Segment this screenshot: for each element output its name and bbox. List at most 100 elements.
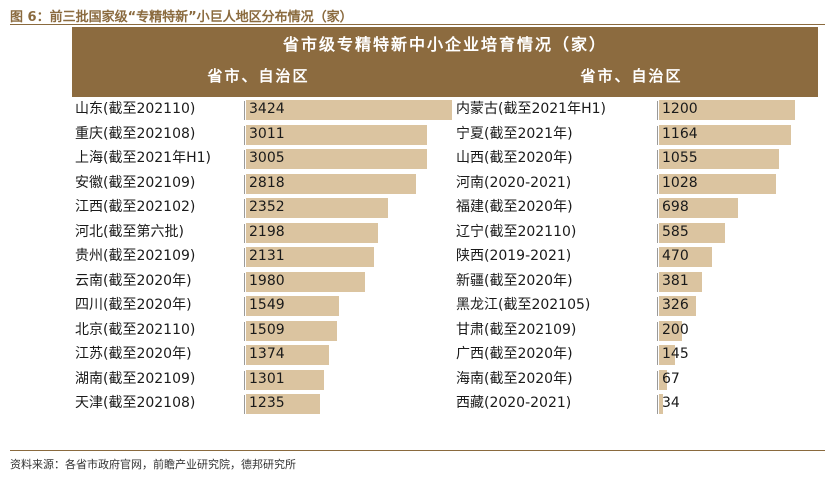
region-label: 河南(2020-2021) [456, 174, 572, 191]
region-label: 上海(截至2021年H1) [75, 150, 211, 166]
left-column-header: 省市、自治区 [207, 67, 310, 85]
column-divider [657, 272, 658, 292]
table-row: 海南(截至2020年) 67 [445, 368, 818, 391]
table-row: 宁夏(截至2021年) 1164 [445, 123, 818, 146]
column-divider [657, 199, 658, 218]
value-bar [246, 247, 374, 267]
column-divider [657, 346, 658, 365]
column-divider [657, 395, 658, 414]
column-divider [657, 370, 658, 390]
value-bar [246, 198, 388, 218]
region-label: 海南(截至2020年) [456, 370, 573, 387]
value-bar [659, 149, 779, 169]
value-bar [659, 124, 791, 145]
value-bar [246, 124, 427, 145]
value-label: 2818 [249, 174, 285, 191]
value-bar [246, 394, 320, 414]
value-label: 1301 [249, 370, 285, 387]
table-row: 西藏(2020-2021) 34 [445, 392, 818, 415]
value-label: 470 [662, 248, 689, 264]
table-row: 贵州(截至202109) 2131 [72, 245, 445, 268]
column-divider [657, 321, 658, 341]
column-divider [244, 101, 245, 120]
value-label: 2198 [249, 223, 285, 240]
value-bar [246, 100, 452, 120]
table-row: 新疆(截至2020年) 381 [445, 270, 818, 293]
table-row: 江苏(截至2020年) 1374 [72, 343, 445, 366]
value-label: 698 [662, 199, 689, 215]
table-row: 山西(截至2020年) 1055 [445, 147, 818, 170]
value-bar [246, 271, 365, 292]
region-label: 湖南(截至202109) [75, 370, 196, 387]
region-label: 新疆(截至2020年) [456, 272, 573, 289]
value-bar [659, 394, 663, 414]
table-row: 广西(截至2020年) 145 [445, 343, 818, 366]
table-row: 黑龙江(截至202105) 326 [445, 294, 818, 317]
value-label: 381 [662, 272, 689, 289]
column-divider [244, 272, 245, 292]
region-label: 甘肃(截至202109) [456, 321, 577, 338]
value-label: 2352 [249, 199, 285, 215]
column-divider [244, 321, 245, 341]
value-bar [659, 247, 712, 267]
value-label: 1509 [249, 321, 285, 338]
title-rule [10, 24, 825, 25]
region-label: 宁夏(截至2021年) [456, 125, 573, 142]
value-bar [659, 271, 702, 292]
table-row: 湖南(截至202109) 1301 [72, 368, 445, 391]
region-label: 山东(截至202110) [75, 101, 196, 117]
table-row: 云南(截至2020年) 1980 [72, 270, 445, 293]
value-bar [659, 100, 795, 120]
value-label: 1164 [662, 125, 698, 142]
table-row: 河南(2020-2021) 1028 [445, 172, 818, 195]
footer-rule [10, 450, 825, 451]
value-label: 145 [662, 346, 689, 362]
value-bar [659, 296, 696, 316]
table-row: 内蒙古(截至2021年H1) 1200 [445, 98, 818, 121]
value-bar [246, 320, 337, 341]
value-bar [246, 222, 378, 243]
region-label: 重庆(截至202108) [75, 125, 196, 142]
region-label: 内蒙古(截至2021年H1) [456, 101, 606, 117]
column-divider [244, 346, 245, 365]
column-divider [657, 101, 658, 120]
value-bar [246, 296, 339, 316]
value-label: 67 [662, 370, 680, 387]
table-row: 山东(截至202110) 3424 [72, 98, 452, 121]
column-divider [244, 125, 245, 145]
figure-title: 图 6：前三批国家级“专精特新”小巨人地区分布情况（家） [10, 10, 353, 25]
table-row: 辽宁(截至202110) 585 [445, 221, 818, 244]
region-label: 贵州(截至202109) [75, 248, 196, 264]
column-divider [657, 248, 658, 267]
column-divider [244, 199, 245, 218]
column-divider [244, 223, 245, 243]
table-row: 福建(截至2020年) 698 [445, 196, 818, 219]
table-row: 河北(截至第六批) 2198 [72, 221, 445, 244]
value-bar [659, 173, 776, 194]
table-row: 上海(截至2021年H1) 3005 [72, 147, 445, 170]
column-divider [244, 395, 245, 414]
region-label: 辽宁(截至202110) [456, 223, 577, 240]
column-divider [244, 297, 245, 316]
table-row: 江西(截至202102) 2352 [72, 196, 445, 219]
value-label: 1028 [662, 174, 698, 191]
column-divider [657, 125, 658, 145]
table-row: 天津(截至202108) 1235 [72, 392, 445, 415]
value-bar [659, 222, 725, 243]
value-label: 200 [662, 321, 689, 338]
column-divider [657, 174, 658, 194]
value-label: 585 [662, 223, 689, 240]
table-row: 甘肃(截至202109) 200 [445, 319, 818, 342]
region-label: 河北(截至第六批) [75, 223, 184, 240]
region-label: 福建(截至2020年) [456, 199, 573, 215]
column-divider [244, 174, 245, 194]
value-label: 1549 [249, 297, 285, 313]
value-bar [659, 369, 667, 390]
region-label: 黑龙江(截至202105) [456, 297, 591, 313]
value-bar [659, 198, 738, 218]
region-label: 江苏(截至2020年) [75, 346, 192, 362]
value-label: 2131 [249, 248, 285, 264]
value-bar [659, 320, 682, 341]
region-label: 陕西(2019-2021) [456, 248, 572, 264]
column-divider [657, 297, 658, 316]
